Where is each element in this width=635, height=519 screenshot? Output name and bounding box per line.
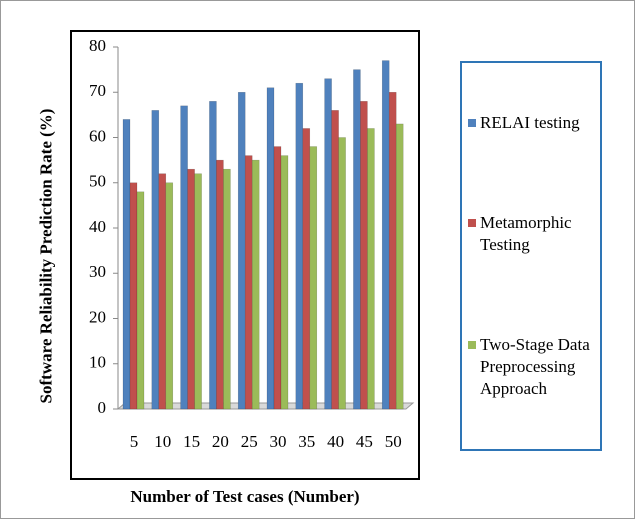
legend-swatch — [468, 341, 476, 349]
legend-label: RELAI testing — [480, 113, 580, 132]
y-axis-title: Software Reliability Prediction Rate (%) — [36, 108, 56, 404]
bar — [194, 173, 202, 410]
bar — [367, 128, 375, 410]
y-tick-label: 40 — [89, 217, 106, 236]
x-tick-label: 10 — [154, 432, 171, 451]
bar — [381, 60, 390, 410]
bar — [244, 155, 253, 410]
bar — [295, 82, 304, 410]
x-tick-label: 35 — [298, 432, 315, 451]
bar — [216, 159, 224, 410]
legend-label: Two-Stage Data Preprocessing Approach — [480, 335, 590, 398]
bar — [388, 92, 397, 410]
bar — [151, 110, 160, 410]
bar — [309, 146, 318, 410]
y-tick-label: 10 — [89, 353, 106, 372]
bar — [223, 168, 231, 410]
bar — [353, 69, 361, 410]
bar — [331, 110, 339, 410]
x-tick-label: 5 — [130, 432, 139, 451]
bar — [136, 191, 145, 410]
bar — [395, 123, 404, 410]
bar — [273, 146, 282, 410]
x-tick-label: 30 — [270, 432, 287, 451]
x-tick-label: 20 — [212, 432, 229, 451]
y-tick-label: 70 — [89, 81, 106, 100]
bar — [338, 137, 346, 410]
bar — [122, 119, 131, 410]
bar — [165, 182, 174, 410]
legend: RELAI testing Metamorphic Testing Two-Stag… — [460, 61, 602, 451]
legend-swatch — [468, 219, 476, 227]
bar — [180, 105, 188, 410]
bar — [266, 87, 275, 410]
x-axis-title: Number of Test cases (Number) — [130, 487, 360, 506]
x-tick-label: 40 — [327, 432, 344, 451]
bar — [237, 92, 246, 410]
x-tick-label: 15 — [183, 432, 200, 451]
legend-item: Two-Stage Data Preprocessing Approach — [466, 334, 596, 400]
legend-swatch — [468, 119, 476, 127]
y-tick-label: 50 — [89, 172, 106, 191]
legend-label: Metamorphic Testing — [480, 213, 572, 254]
bar — [187, 168, 195, 410]
y-tick-label: 60 — [89, 126, 106, 145]
x-tick-label: 45 — [356, 432, 373, 451]
bar — [158, 173, 167, 410]
bar — [129, 182, 138, 410]
bar — [302, 128, 311, 410]
legend-item: RELAI testing — [466, 112, 596, 134]
x-tick-label: 25 — [241, 432, 258, 451]
x-tick-label: 50 — [385, 432, 402, 451]
bar — [280, 155, 289, 410]
y-tick-label: 20 — [89, 307, 106, 326]
bar — [324, 78, 332, 410]
bar — [209, 101, 217, 410]
bar — [360, 101, 368, 410]
legend-item: Metamorphic Testing — [466, 212, 596, 256]
bar — [251, 159, 260, 410]
y-tick-label: 80 — [89, 36, 106, 55]
plot-frame — [70, 30, 420, 480]
y-tick-label: 30 — [89, 262, 106, 281]
y-tick-label: 0 — [98, 398, 107, 417]
